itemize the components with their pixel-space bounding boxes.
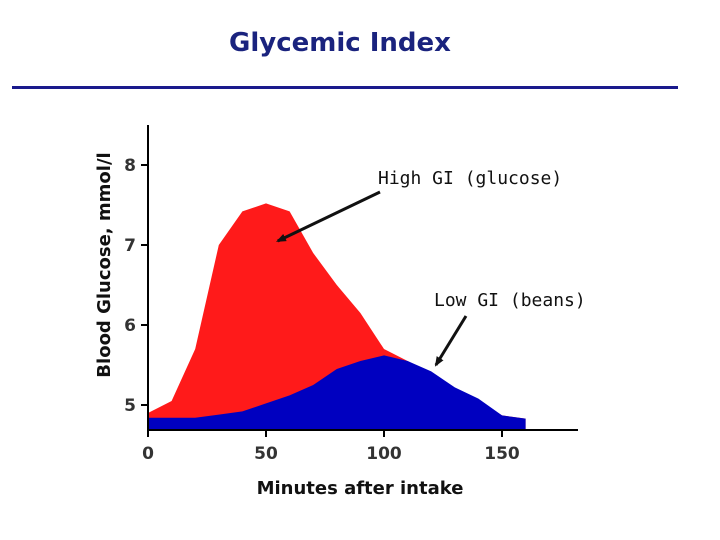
series-area-low-gi <box>148 355 526 430</box>
x-tick-label: 150 <box>484 444 520 464</box>
y-axis-title: Blood Glucose, mmol/l <box>94 152 115 377</box>
x-tick-label: 100 <box>366 444 402 464</box>
y-tick-label: 5 <box>124 396 136 416</box>
annotation-arrow-high-gi <box>275 190 381 243</box>
slide-title: Glycemic Index <box>229 28 451 58</box>
annotation-label-low-gi: Low GI (beans) <box>434 290 586 311</box>
title-divider <box>12 86 678 89</box>
y-tick-label: 8 <box>124 156 136 176</box>
annotation-label-high-gi: High GI (glucose) <box>378 168 562 189</box>
x-axis-title: Minutes after intake <box>257 478 464 499</box>
y-tick-label: 7 <box>124 236 136 256</box>
annotation-arrow-low-gi <box>434 315 468 367</box>
x-tick-label: 0 <box>142 444 154 464</box>
y-tick-label: 6 <box>124 316 136 336</box>
x-tick-label: 50 <box>254 444 278 464</box>
